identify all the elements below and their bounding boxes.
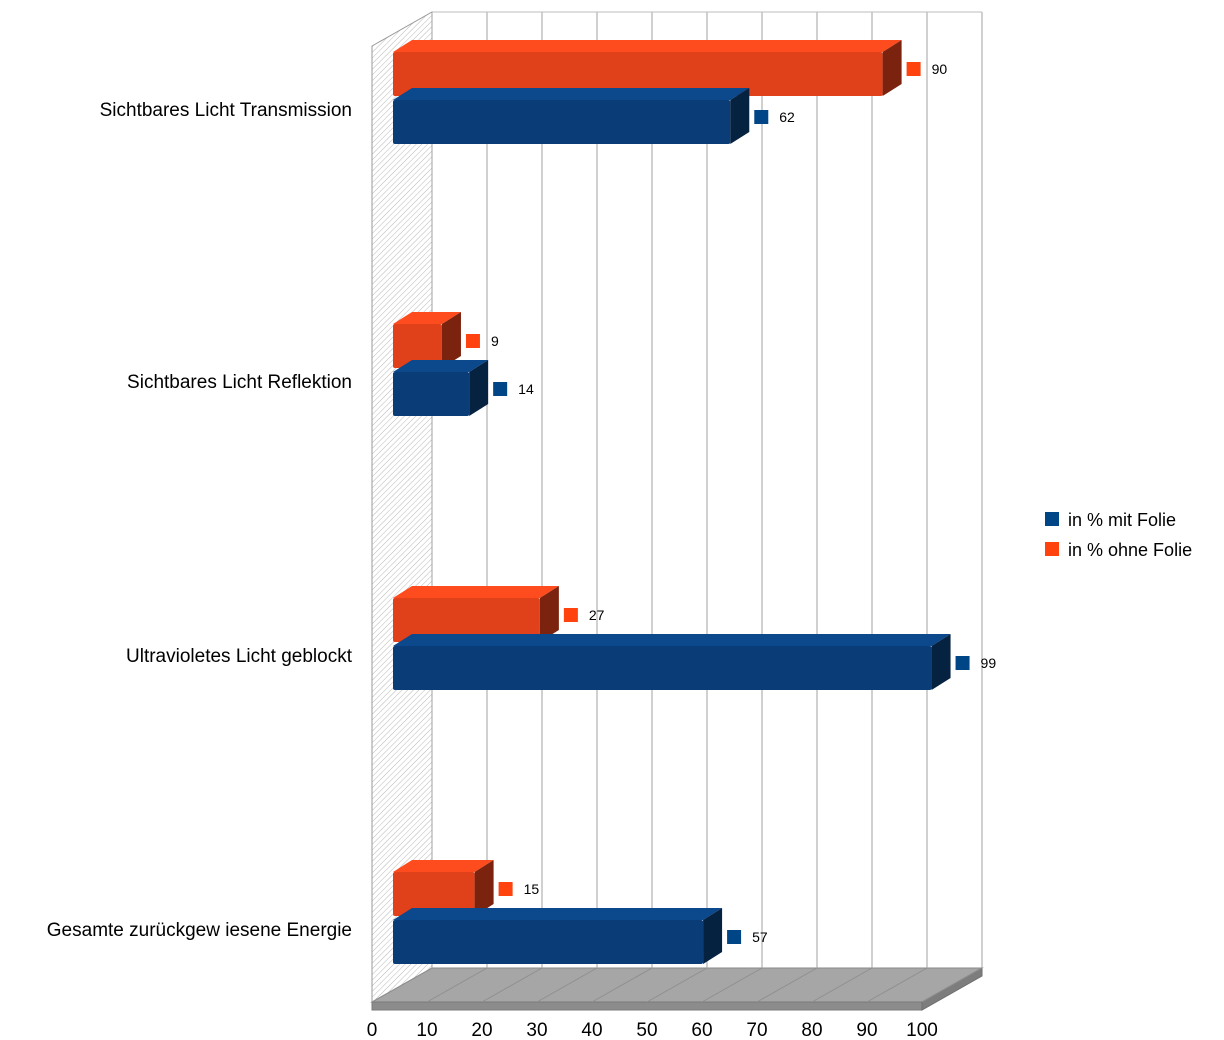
data-label: 57 <box>752 929 768 945</box>
data-label-marker <box>498 882 513 896</box>
data-label-marker <box>727 930 742 944</box>
bar-front-face <box>393 872 475 916</box>
bar-front-face <box>393 646 932 690</box>
floor-front-edge <box>371 1001 923 1011</box>
data-label: 27 <box>589 607 605 623</box>
bar-side-face <box>441 312 461 368</box>
legend: in % mit Folie in % ohne Folie <box>1045 510 1192 560</box>
bar-in-mit-folie <box>393 634 951 690</box>
category-label: Sichtbares Licht Reflektion <box>127 372 352 393</box>
data-label: 9 <box>491 333 499 349</box>
floor-gridline <box>371 967 433 1003</box>
bar-side-face <box>474 860 494 916</box>
x-tick-label: 40 <box>581 1020 602 1040</box>
bar-in-mit-folie <box>393 360 489 416</box>
labels: 0 10 20 30 40 50 60 70 80 90 100 90 62 Sichtbares Lic… <box>47 61 997 1040</box>
legend-label: in % mit Folie <box>1068 510 1176 530</box>
data-label: 62 <box>779 109 795 125</box>
x-tick-label: 30 <box>526 1020 547 1040</box>
left-wall <box>371 11 433 1003</box>
bar-top-face <box>393 88 750 100</box>
bars <box>393 40 951 964</box>
x-tick-label: 100 <box>906 1020 938 1040</box>
category-label: Sichtbares Licht Transmission <box>100 100 352 121</box>
x-tick-label: 50 <box>636 1020 657 1040</box>
bar-in-ohne-folie <box>393 586 559 642</box>
bar-top-face <box>393 634 951 646</box>
bar-top-face <box>393 908 723 920</box>
bar-in-mit-folie <box>393 88 750 144</box>
bar-top-face <box>393 40 902 52</box>
x-tick-label: 80 <box>801 1020 822 1040</box>
bar-in-ohne-folie <box>393 312 461 368</box>
floor-gridline <box>701 967 763 1003</box>
legend-swatch <box>1045 512 1059 526</box>
x-tick-label: 10 <box>416 1020 437 1040</box>
bar-front-face <box>393 52 883 96</box>
x-tick-label: 90 <box>856 1020 877 1040</box>
bar-front-face <box>393 324 442 368</box>
floor-gridline <box>591 967 653 1003</box>
bar-side-face <box>703 908 723 964</box>
floor-gridline <box>646 967 708 1003</box>
floor-gridline <box>866 967 928 1003</box>
floor-gridline <box>811 967 873 1003</box>
x-tick-label: 60 <box>691 1020 712 1040</box>
x-tick-label: 20 <box>471 1020 492 1040</box>
bar-side-face <box>931 634 951 690</box>
legend-label: in % ohne Folie <box>1068 540 1192 560</box>
bar-in-mit-folie <box>393 908 723 964</box>
bar-top-face <box>393 312 461 324</box>
data-label-marker <box>465 334 480 348</box>
bar-top-face <box>393 586 559 598</box>
data-label: 14 <box>518 381 534 397</box>
floor-gridline <box>756 967 818 1003</box>
bar-in-ohne-folie <box>393 40 902 96</box>
data-label-marker <box>955 656 970 670</box>
bar-side-face <box>730 88 750 144</box>
category-label: Gesamte zurückgew iesene Energie <box>47 920 352 941</box>
bar-side-face <box>469 360 489 416</box>
data-label: 15 <box>524 881 540 897</box>
floor-gridline <box>426 967 488 1003</box>
data-label-marker <box>493 382 508 396</box>
bar-front-face <box>393 372 470 416</box>
bar-front-face <box>393 920 704 964</box>
x-tick-label: 0 <box>367 1020 378 1040</box>
bar-front-face <box>393 598 540 642</box>
data-label-marker <box>563 608 578 622</box>
bar-in-ohne-folie <box>393 860 494 916</box>
bar-top-face <box>393 360 489 372</box>
bar-front-face <box>393 100 731 144</box>
floor-gridline <box>481 967 543 1003</box>
bar-side-face <box>539 586 559 642</box>
legend-swatch <box>1045 542 1059 556</box>
data-label-marker <box>906 62 921 76</box>
floor-gridline <box>921 967 983 1003</box>
data-label: 90 <box>932 61 948 77</box>
category-label: Ultravioletes Licht geblockt <box>126 646 353 667</box>
bar-side-face <box>882 40 902 96</box>
data-label-marker <box>754 110 769 124</box>
floor-gridline <box>536 967 598 1003</box>
bar-top-face <box>393 860 494 872</box>
gridlines <box>371 11 983 1003</box>
data-label: 99 <box>981 655 997 671</box>
x-tick-label: 70 <box>746 1020 767 1040</box>
